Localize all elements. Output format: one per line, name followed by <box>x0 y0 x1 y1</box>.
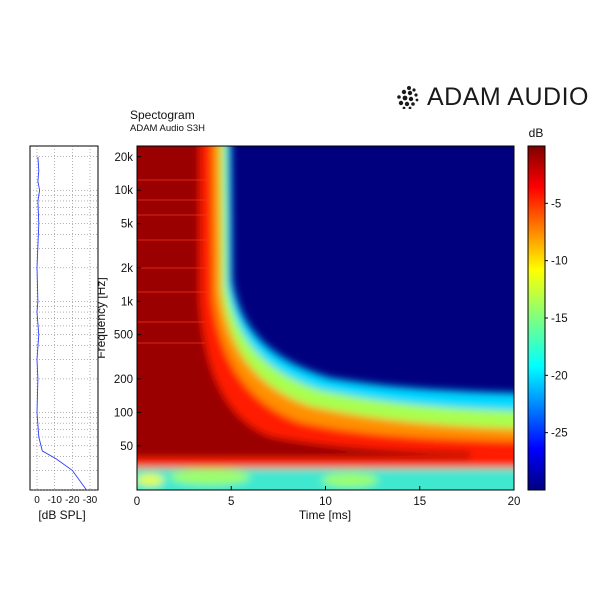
x-tick-label: 10 <box>319 496 332 508</box>
colorbar-tick-label: -20 <box>551 370 568 382</box>
x-tick-label: 20 <box>508 496 521 508</box>
response-panel-frame <box>29 145 99 491</box>
x-tick-label: 5 <box>228 496 234 508</box>
dot-cluster-icon <box>397 86 419 109</box>
x-axis: 0 5 10 15 20 <box>134 486 521 508</box>
y-tick-label: 100 <box>114 407 133 419</box>
response-x-label: [dB SPL] <box>38 508 85 522</box>
colorbar-tick-label: -25 <box>551 428 568 440</box>
response-curve <box>36 156 87 491</box>
y-tick-label: 20k <box>114 152 133 164</box>
colorbar-label: dB <box>529 126 544 140</box>
response-x-tick-label: -30 <box>83 495 98 506</box>
colorbar-tick-label: -10 <box>551 256 568 268</box>
colorbar <box>527 145 546 491</box>
response-x-axis: 0 -10 -20 -30 <box>34 495 97 506</box>
y-tick-label: 5k <box>121 219 133 231</box>
colorbar-tick-label: -15 <box>551 313 568 325</box>
y-tick-label: 500 <box>114 330 133 342</box>
response-x-tick-label: -10 <box>47 495 62 506</box>
y-tick-label: 10k <box>114 185 133 197</box>
brand-name: ADAM AUDIO <box>427 82 589 111</box>
y-tick-label: 1k <box>121 296 133 308</box>
brand: ADAM AUDIO <box>395 82 589 112</box>
chart-title: Spectogram <box>130 108 195 122</box>
chart-subtitle: ADAM Audio S3H <box>130 123 205 134</box>
x-axis-label: Time [ms] <box>299 508 351 522</box>
colorbar-tick-label: -5 <box>551 198 561 210</box>
x-tick-label: 15 <box>413 496 426 508</box>
y-tick-label: 50 <box>120 441 133 453</box>
x-tick-label: 0 <box>134 496 140 508</box>
spectrogram-heatmap <box>137 146 514 490</box>
response-x-tick-label: 0 <box>34 495 40 506</box>
y-tick-label: 2k <box>121 263 133 275</box>
y-tick-label: 200 <box>114 374 133 386</box>
colorbar-ticks: -5 -10 -15 -20 -25 <box>545 198 568 440</box>
response-grid <box>30 146 98 491</box>
y-axis: 50 100 200 500 1k 2k 5k 10k 20k <box>114 152 141 453</box>
response-x-tick-label: -20 <box>65 495 80 506</box>
